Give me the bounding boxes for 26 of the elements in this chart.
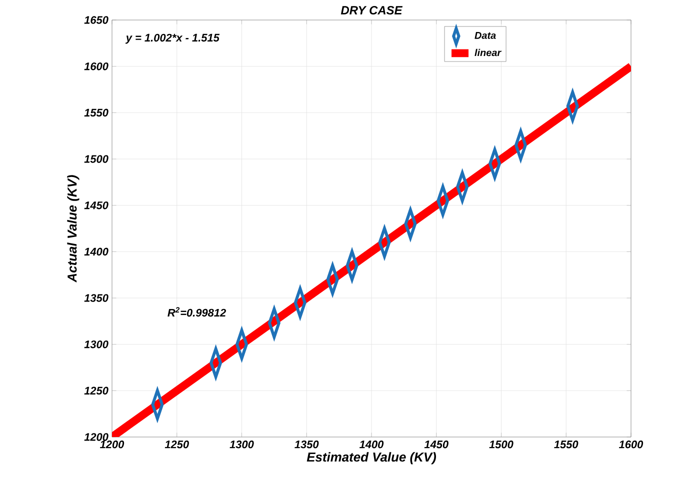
y-tick-label: 1650 bbox=[84, 16, 108, 24]
x-tick-label: 1550 bbox=[554, 440, 578, 448]
y-tick-label: 1450 bbox=[84, 201, 108, 210]
x-tick-label: 1600 bbox=[618, 440, 644, 448]
y-axis-title: Actual Value (KV) bbox=[67, 175, 80, 282]
y-tick-label: 1550 bbox=[84, 108, 108, 117]
x-tick-label: 1200 bbox=[100, 440, 124, 448]
y-tick-label: 1400 bbox=[84, 248, 108, 256]
y-tick-label: 1300 bbox=[84, 340, 108, 348]
annotation: R$^{2}$=0.99812 bbox=[168, 307, 226, 317]
x-tick-label: 1350 bbox=[294, 440, 319, 448]
y-tick-label: 1600 bbox=[84, 62, 108, 70]
y-tick-label: 1250 bbox=[84, 386, 108, 395]
x-tick-label: 1500 bbox=[489, 440, 514, 448]
x-tick-label: 1400 bbox=[359, 440, 384, 448]
legend-label: Data bbox=[474, 32, 496, 39]
y-tick-label: 1350 bbox=[84, 294, 108, 302]
x-axis-title: Estimated Value (KV) bbox=[306, 452, 436, 464]
y-tick-label: 1500 bbox=[84, 155, 108, 163]
annotation: y = 1.002*x - 1.515 bbox=[125, 34, 220, 44]
y-tick-label: 1200 bbox=[84, 433, 108, 441]
legend-label: linear bbox=[474, 48, 502, 56]
chart-title: DRY CASE bbox=[340, 6, 403, 14]
x-tick-label: 1300 bbox=[230, 440, 254, 448]
x-tick-label: 1450 bbox=[424, 440, 448, 448]
x-tick-label: 1250 bbox=[164, 440, 189, 448]
